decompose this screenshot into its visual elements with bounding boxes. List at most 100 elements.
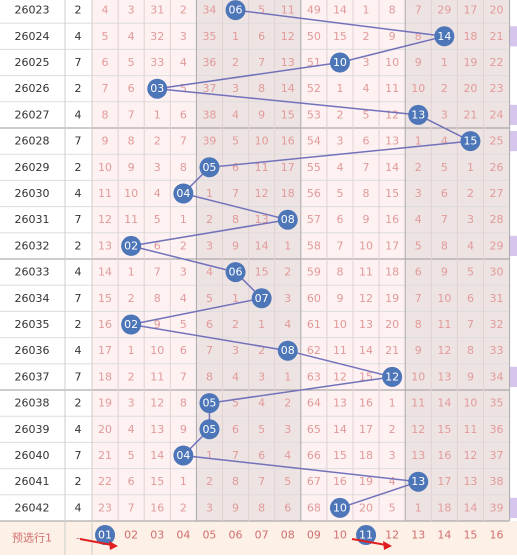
miss-count: 35 (202, 30, 216, 43)
miss-count: 15 (437, 423, 451, 436)
miss-count: 4 (415, 213, 422, 226)
period: 26035 (15, 318, 50, 331)
ball-number: 02 (124, 318, 138, 331)
miss-count: 10 (463, 397, 477, 410)
miss-count: 11 (385, 82, 399, 95)
miss-count: 9 (363, 213, 370, 226)
miss-count: 33 (150, 56, 164, 69)
miss-count: 8 (363, 187, 370, 200)
miss-count: 5 (284, 475, 291, 488)
ball (121, 314, 142, 335)
miss-count: 50 (307, 30, 321, 43)
miss-count: 9 (441, 266, 448, 279)
period: 26023 (15, 4, 50, 17)
miss-count: 14 (437, 397, 451, 410)
miss-count: 67 (307, 475, 321, 488)
miss-count: 14 (281, 82, 295, 95)
footer-bg (0, 521, 517, 555)
miss-count: 4 (441, 135, 448, 148)
row-value: 2 (75, 318, 82, 331)
miss-count: 6 (128, 475, 135, 488)
miss-count: 2 (336, 108, 343, 121)
miss-count: 7 (154, 266, 161, 279)
side-mark (509, 26, 517, 47)
miss-count: 18 (98, 370, 112, 383)
miss-count: 11 (411, 397, 425, 410)
miss-count: 5 (389, 501, 396, 514)
miss-count: 15 (150, 475, 164, 488)
miss-count: 4 (467, 239, 474, 252)
row-value: 4 (75, 344, 82, 357)
miss-count: 52 (307, 82, 321, 95)
miss-count: 34 (202, 4, 216, 17)
miss-count: 61 (307, 318, 321, 331)
miss-count: 1 (415, 135, 422, 148)
miss-count: 1 (128, 266, 135, 279)
miss-count: 8 (128, 135, 135, 148)
period: 26024 (15, 30, 50, 43)
miss-count: 8 (258, 82, 265, 95)
miss-count: 3 (180, 30, 187, 43)
footer-number: 05 (202, 529, 216, 542)
miss-count: 4 (128, 423, 135, 436)
miss-count: 1 (232, 292, 239, 305)
miss-count: 7 (336, 239, 343, 252)
miss-count: 55 (307, 161, 321, 174)
miss-count: 5 (154, 213, 161, 226)
miss-count: 2 (232, 318, 239, 331)
miss-count: 3 (467, 213, 474, 226)
period: 26041 (15, 475, 50, 488)
footer-number: 09 (307, 529, 321, 542)
row-value: 2 (75, 82, 82, 95)
miss-count: 17 (385, 239, 399, 252)
miss-count: 2 (206, 213, 213, 226)
miss-count: 20 (490, 4, 504, 17)
miss-count: 17 (463, 4, 477, 17)
miss-count: 4 (258, 397, 265, 410)
footer-number: 12 (385, 529, 399, 542)
miss-count: 7 (258, 56, 265, 69)
miss-count: 12 (437, 344, 451, 357)
miss-count: 57 (307, 213, 321, 226)
footer-number: 03 (150, 529, 164, 542)
row-value: 2 (75, 475, 82, 488)
miss-count: 12 (411, 423, 425, 436)
footer-number: 16 (490, 529, 504, 542)
miss-count: 20 (385, 318, 399, 331)
miss-count: 2 (128, 292, 135, 305)
ball-number: 08 (281, 213, 295, 226)
miss-count: 10 (150, 344, 164, 357)
footer-number: 15 (463, 529, 477, 542)
miss-count: 11 (359, 266, 373, 279)
miss-count: 6 (102, 56, 109, 69)
miss-count: 4 (284, 318, 291, 331)
miss-count: 7 (206, 344, 213, 357)
miss-count: 2 (232, 56, 239, 69)
miss-count: 22 (490, 56, 504, 69)
miss-count: 1 (180, 213, 187, 226)
miss-count: 11 (98, 187, 112, 200)
row-value: 4 (75, 423, 82, 436)
miss-count: 8 (206, 370, 213, 383)
miss-count: 6 (258, 30, 265, 43)
miss-count: 8 (441, 239, 448, 252)
row-value: 4 (75, 108, 82, 121)
miss-count: 1 (154, 108, 161, 121)
miss-count: 5 (102, 30, 109, 43)
side-mark (509, 104, 517, 125)
miss-count: 6 (415, 266, 422, 279)
miss-count: 4 (128, 30, 135, 43)
miss-count: 54 (307, 135, 321, 148)
miss-count: 19 (385, 292, 399, 305)
miss-count: 7 (363, 161, 370, 174)
miss-count: 8 (467, 344, 474, 357)
miss-count: 2 (415, 161, 422, 174)
row-value: 2 (75, 239, 82, 252)
miss-count: 1 (441, 56, 448, 69)
miss-count: 15 (385, 187, 399, 200)
miss-count: 3 (284, 423, 291, 436)
period: 26031 (15, 213, 50, 226)
miss-count: 9 (415, 56, 422, 69)
miss-count: 68 (307, 501, 321, 514)
miss-count: 5 (415, 239, 422, 252)
